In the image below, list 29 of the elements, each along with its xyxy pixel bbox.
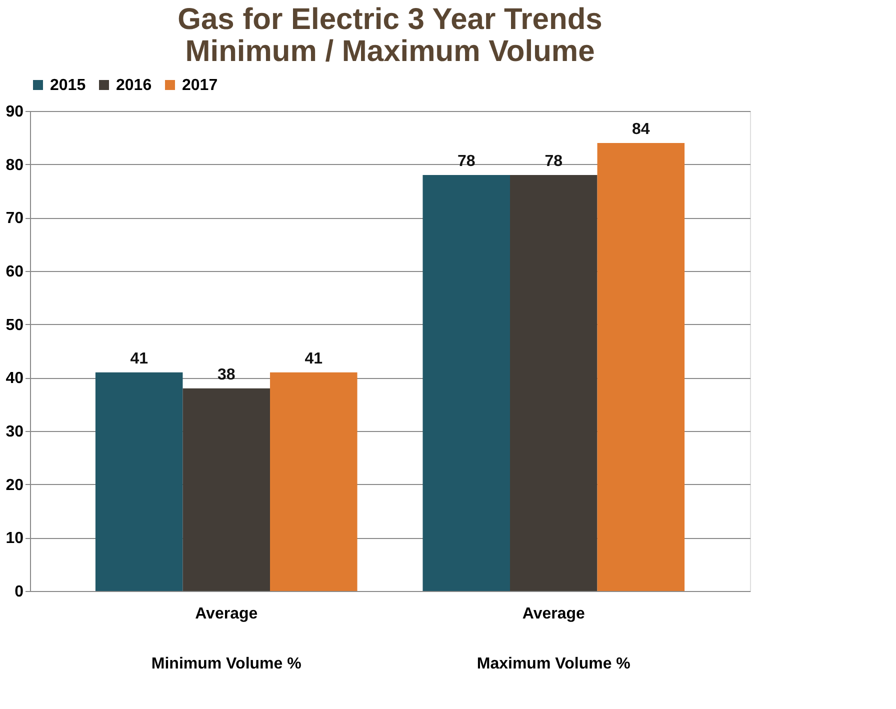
data-label: 78: [457, 153, 476, 170]
y-tick-label: 90: [6, 104, 24, 120]
y-tick-label: 50: [6, 316, 24, 334]
y-tick-label: 70: [6, 210, 24, 228]
legend-label: 2016: [116, 77, 152, 94]
category-label: Average Maximum Volume %: [476, 606, 630, 672]
y-tick-label: 0: [14, 584, 24, 600]
y-tick-label: 40: [6, 370, 24, 388]
data-label: 38: [217, 366, 236, 384]
bar: [95, 372, 183, 591]
bar: [510, 175, 598, 591]
bar: [182, 388, 270, 591]
y-tick-label: 60: [6, 264, 24, 280]
category-label: Average Minimum Volume %: [151, 606, 302, 672]
data-label: 78: [544, 153, 563, 170]
text: Gas for Electric 3 Year Trends: [178, 3, 602, 36]
bar: [597, 143, 685, 591]
text: Minimum / Maximum Volume: [185, 35, 595, 68]
y-tick-label: 10: [6, 530, 24, 548]
bar: [422, 175, 510, 591]
data-label: 84: [632, 121, 650, 138]
y-tick-label: 20: [6, 476, 24, 494]
y-tick-label: 80: [6, 156, 24, 174]
data-label: 41: [304, 350, 323, 368]
legend-label: 2015: [50, 77, 86, 94]
y-tick-label: 30: [6, 424, 24, 440]
legend-label: 2017: [182, 77, 218, 94]
data-label: 41: [130, 350, 148, 368]
bar: [270, 372, 358, 591]
